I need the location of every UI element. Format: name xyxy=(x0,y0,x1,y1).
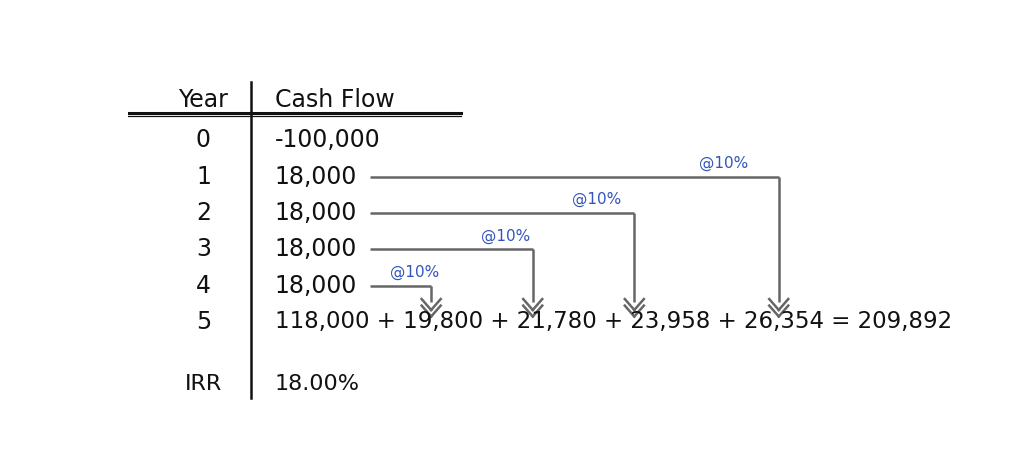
Text: 18,000: 18,000 xyxy=(274,201,357,225)
Text: -100,000: -100,000 xyxy=(274,128,381,152)
Text: 18,000: 18,000 xyxy=(274,237,357,261)
Text: IRR: IRR xyxy=(184,374,222,394)
Text: 2: 2 xyxy=(196,201,211,225)
Text: 18,000: 18,000 xyxy=(274,274,357,298)
Text: 118,000 + 19,800 + 21,780 + 23,958 + 26,354 = 209,892: 118,000 + 19,800 + 21,780 + 23,958 + 26,… xyxy=(274,311,952,333)
Text: @10%: @10% xyxy=(481,228,530,244)
Text: @10%: @10% xyxy=(699,156,749,171)
Text: 18.00%: 18.00% xyxy=(274,374,359,394)
Text: 4: 4 xyxy=(196,274,211,298)
Text: @10%: @10% xyxy=(572,192,622,208)
Text: @10%: @10% xyxy=(390,265,439,280)
Text: 1: 1 xyxy=(196,165,211,189)
Text: 5: 5 xyxy=(196,310,211,334)
Text: Cash Flow: Cash Flow xyxy=(274,88,394,112)
Text: 18,000: 18,000 xyxy=(274,165,357,189)
Text: Year: Year xyxy=(178,88,228,112)
Text: 0: 0 xyxy=(196,128,211,152)
Text: 3: 3 xyxy=(196,237,211,261)
